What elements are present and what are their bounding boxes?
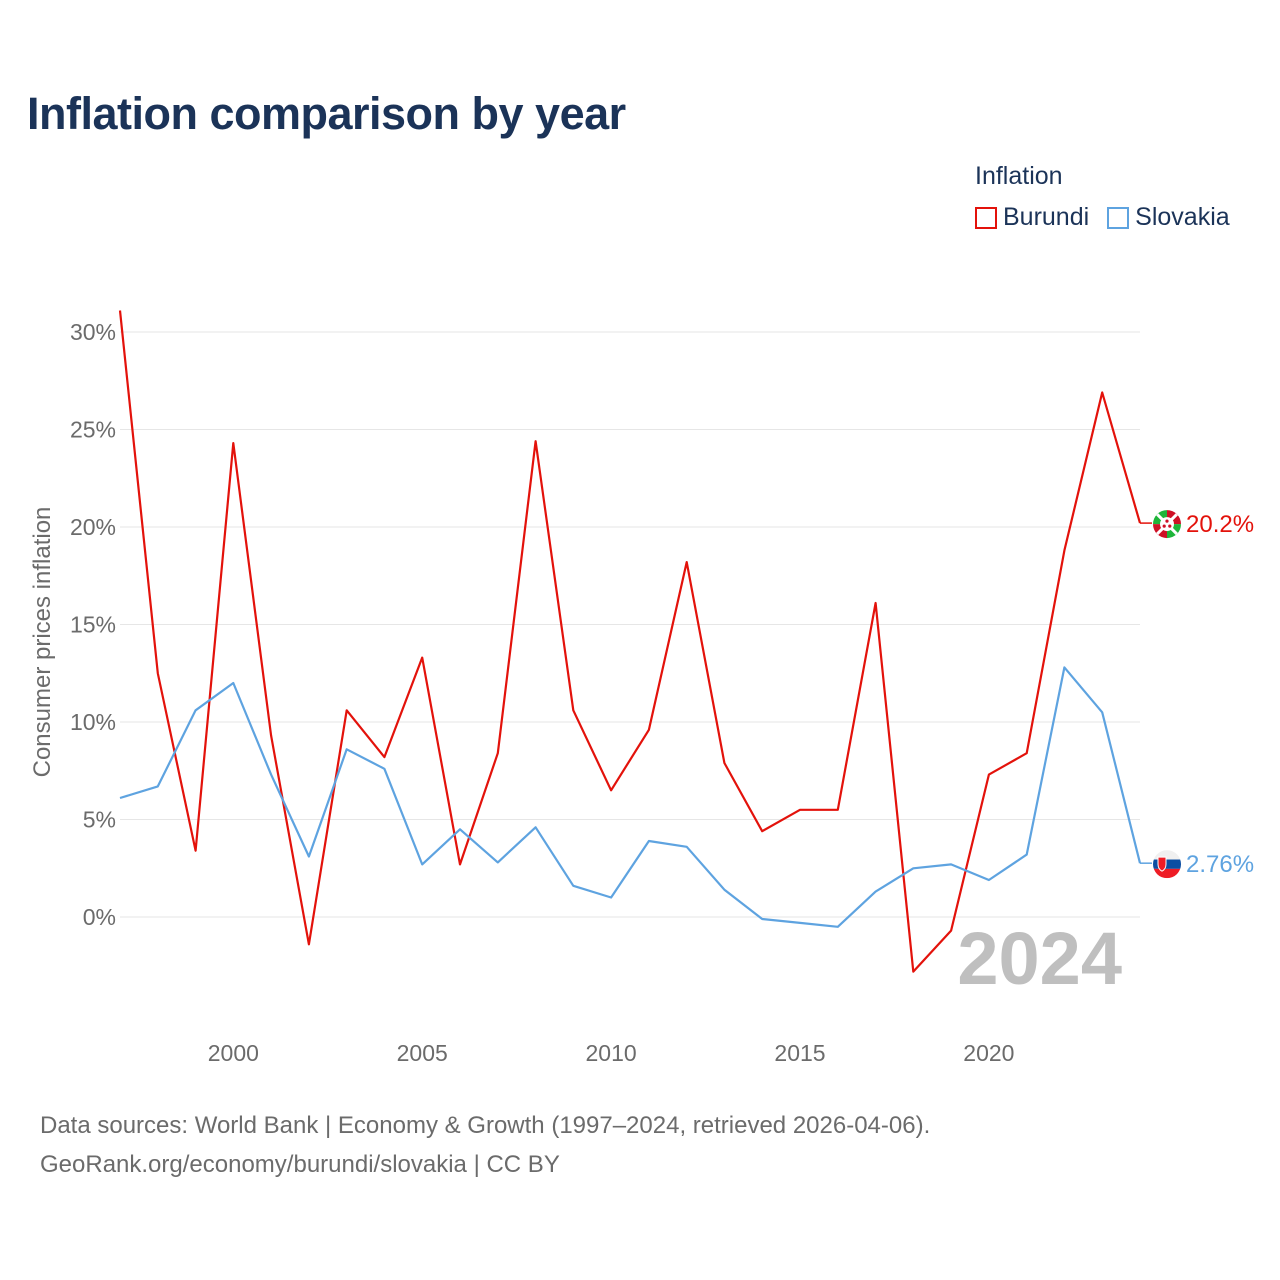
chart-title: Inflation comparison by year (27, 88, 626, 139)
flag-part (1168, 524, 1172, 528)
year-watermark: 2024 (957, 917, 1122, 1000)
y-tick-label: 5% (83, 807, 116, 833)
end-label-burundi: 20.2% (1186, 511, 1254, 538)
axis-ticks: 0% 5% 10% 15% 20% 25% 30% 2000 2005 2010 2015 2020 (70, 319, 1015, 1066)
flag-stripes (1153, 850, 1181, 879)
source-note: Data sources: World Bank | Economy & Gro… (40, 1106, 930, 1184)
series-line-slovakia (119, 666, 1142, 928)
flag-part (1157, 856, 1167, 872)
slovakia-flag-icon (1153, 850, 1181, 879)
y-tick-label: 30% (70, 319, 116, 345)
end-label-slovakia: 2.76% (1186, 851, 1254, 878)
x-tick-label: 2000 (208, 1040, 259, 1066)
y-tick-label: 15% (70, 612, 116, 638)
x-tick-label: 2020 (963, 1040, 1014, 1066)
flag-part (1153, 868, 1181, 879)
series-line-burundi (118, 310, 1142, 973)
legend-item-slovakia[interactable]: Slovakia (1107, 203, 1230, 232)
legend-label-slovakia: Slovakia (1135, 203, 1230, 231)
y-tick-label: 0% (83, 904, 116, 930)
flag-part (1153, 859, 1181, 869)
x-tick-label: 2010 (586, 1040, 637, 1066)
y-tick-label: 10% (70, 709, 116, 735)
flag-part (1153, 850, 1181, 860)
source-line-1: Data sources: World Bank | Economy & Gro… (40, 1112, 931, 1139)
y-axis-label: Consumer prices inflation (29, 507, 56, 778)
source-line-2[interactable]: GeoRank.org/economy/burundi/slovakia | C… (40, 1151, 560, 1178)
grid-lines (120, 331, 1140, 918)
legend-title: Inflation (975, 162, 1063, 190)
y-tick-label: 25% (70, 417, 116, 443)
legend-swatch-burundi (975, 206, 997, 229)
legend: Burundi Slovakia (975, 203, 1230, 232)
flag-part (1165, 519, 1169, 523)
end-labels: 20.2% 2.76% (1140, 510, 1254, 879)
x-tick-label: 2015 (774, 1040, 825, 1066)
flag-part (1162, 524, 1166, 528)
series-lines (118, 310, 1142, 973)
y-tick-label: 20% (70, 514, 116, 540)
legend-item-burundi[interactable]: Burundi (975, 203, 1089, 232)
x-tick-label: 2005 (397, 1040, 448, 1066)
burundi-flag-icon (1153, 510, 1181, 539)
legend-label-burundi: Burundi (1003, 203, 1090, 231)
legend-swatch-slovakia (1107, 206, 1130, 229)
flag-part (1160, 517, 1174, 532)
